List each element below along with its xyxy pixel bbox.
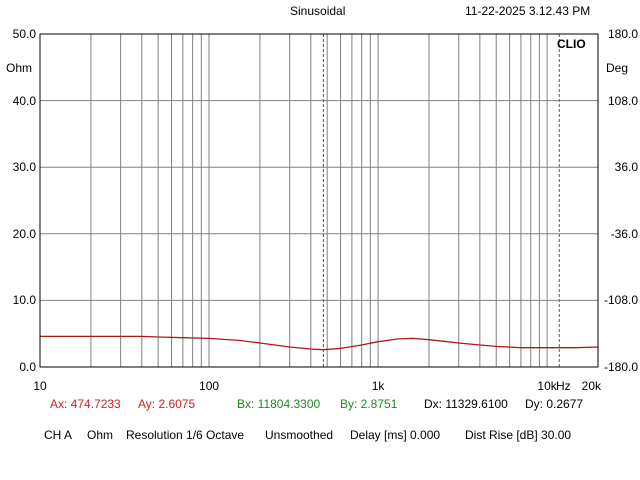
status-unit: Ohm <box>87 428 114 442</box>
left-axis-unit: Ohm <box>6 61 33 75</box>
impedance-curve <box>40 335 599 351</box>
status-channel: CH A <box>44 428 73 442</box>
y2-tick-label: -180.0 <box>603 360 638 374</box>
cursor-a-x-readout: Ax: 474.7233 <box>50 397 121 411</box>
x-tick-label: 10 <box>33 379 47 393</box>
y2-tick-label: 36.0 <box>614 160 638 175</box>
cursor-b-y-readout: By: 2.8751 <box>340 397 398 411</box>
horizontal-grid <box>40 33 598 368</box>
y2-tick-label: 108.0 <box>607 93 638 108</box>
y2-tick-label: -36.0 <box>610 226 638 241</box>
y-tick-label: 10.0 <box>12 293 36 308</box>
y2-tick-label: 180.0 <box>607 27 638 41</box>
right-axis-unit: Deg <box>606 61 629 75</box>
y2-tick-label: -108.0 <box>603 293 638 308</box>
delta-y-readout: Dy: 0.2677 <box>525 397 584 411</box>
brand-logo: CLIO <box>557 37 586 51</box>
cursor-b-x-readout: Bx: 11804.3300 <box>237 397 321 411</box>
cursors <box>322 34 560 367</box>
x-tick-label: 100 <box>199 379 220 393</box>
series <box>40 335 599 351</box>
x-axis-unit: Hz <box>556 379 571 393</box>
delta-x-readout: Dx: 11329.6100 <box>424 397 508 411</box>
measurement-mode: Sinusoidal <box>290 4 346 18</box>
plot-frame <box>39 33 599 368</box>
y-tick-label: 40.0 <box>12 93 36 108</box>
x-tick-label: 1k <box>371 379 385 393</box>
y-tick-label: 20.0 <box>12 226 36 241</box>
y-tick-label: 30.0 <box>12 160 36 175</box>
y-tick-label: 0.0 <box>19 360 36 374</box>
cursor-a-y-readout: Ay: 2.6075 <box>138 397 196 411</box>
x-tick-label: 20k <box>581 379 601 393</box>
status-smoothing: Unsmoothed <box>265 428 334 442</box>
vertical-grid <box>39 34 599 367</box>
status-resolution: Resolution 1/6 Octave <box>126 428 245 442</box>
y-tick-label: 50.0 <box>12 27 36 41</box>
status-dist-rise: Dist Rise [dB] 30.00 <box>465 428 572 442</box>
measurement-datetime: 11-22-2025 3.12.43 PM <box>465 4 591 18</box>
status-delay: Delay [ms] 0.000 <box>350 428 441 442</box>
x-tick-label: 10k <box>537 379 557 393</box>
